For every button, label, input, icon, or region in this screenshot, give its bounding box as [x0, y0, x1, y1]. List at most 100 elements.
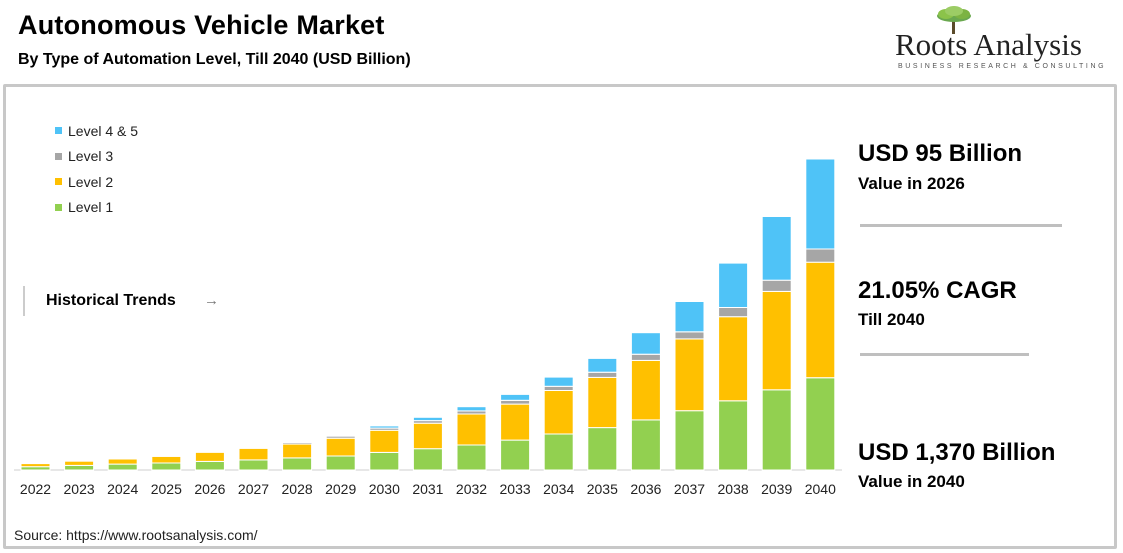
bar-segment-level-1-2032 [456, 444, 487, 471]
bar-segment-level-4-5-2035 [587, 357, 618, 373]
bar-segment-level-2-2040 [805, 261, 836, 379]
historical-trends-label: Historical Trends [46, 292, 176, 309]
bar-segment-level-3-2033 [500, 399, 531, 405]
bar-segment-level-2-2031 [412, 422, 443, 450]
brand-tagline: BUSINESS RESEARCH & CONSULTING [898, 63, 1107, 70]
bar-segment-level-2-2038 [718, 316, 749, 402]
bar-segment-level-2-2023 [64, 460, 95, 466]
bar-segment-level-2-2033 [500, 403, 531, 441]
x-tick-label: 2033 [500, 481, 531, 497]
bar-segment-level-1-2037 [674, 410, 705, 471]
legend-swatch [55, 203, 62, 211]
bar-segment-level-4-5-2038 [718, 262, 749, 309]
bar-segment-level-1-2033 [500, 439, 531, 471]
bar-segment-level-1-2026 [194, 460, 225, 471]
bar-segment-level-3-2034 [543, 385, 574, 391]
stat-caption-2026: Value in 2026 [858, 174, 965, 193]
bar-segment-level-2-2027 [238, 447, 269, 461]
page-subtitle: By Type of Automation Level, Till 2040 (… [18, 51, 411, 68]
x-tick-label: 2031 [412, 481, 443, 497]
stat-value-2026: USD 95 Billion [858, 140, 1023, 167]
legend-label: Level 4 & 5 [68, 122, 139, 139]
bar-segment-level-2-2025 [151, 455, 182, 464]
bar-segment-level-1-2036 [630, 419, 661, 471]
legend-swatch [55, 178, 62, 186]
bar-segment-level-4-5-2039 [761, 216, 792, 281]
bar-segment-level-1-2024 [107, 463, 138, 471]
bar-segment-level-4-5-2040 [805, 158, 836, 250]
bar-segment-level-1-2031 [412, 448, 443, 471]
bar-segment-level-3-2039 [761, 279, 792, 292]
bar-segment-level-3-2026 [194, 451, 225, 453]
x-tick-label: 2025 [151, 481, 182, 497]
legend-label: Level 2 [68, 173, 114, 190]
bar-segment-level-2-2030 [369, 429, 400, 453]
bar-segment-level-1-2038 [718, 400, 749, 471]
bar-segment-level-4-5-2034 [543, 376, 574, 387]
x-tick-label: 2038 [718, 481, 749, 497]
x-tick-label: 2022 [20, 481, 51, 497]
bar-segment-level-2-2036 [630, 359, 661, 421]
bar-segment-level-3-2038 [718, 307, 749, 318]
x-tick-label: 2024 [107, 481, 138, 497]
x-tick-label: 2034 [543, 481, 574, 497]
bar-segment-level-1-2039 [761, 389, 792, 471]
page-title: Autonomous Vehicle Market [18, 10, 385, 40]
bar-segment-level-1-2029 [325, 455, 356, 471]
arrow-right-icon: → [204, 292, 219, 309]
x-tick-label: 2035 [587, 481, 618, 497]
x-tick-label: 2037 [674, 481, 705, 497]
chart-frame [3, 84, 1117, 549]
bar-segment-level-2-2028 [282, 443, 313, 459]
x-tick-label: 2023 [64, 481, 95, 497]
bar-segment-level-1-2034 [543, 433, 574, 471]
bar-segment-level-1-2023 [64, 464, 95, 471]
bar-segment-level-3-2027 [238, 446, 269, 449]
tree-icon [937, 6, 971, 34]
bar-segment-level-3-2036 [630, 353, 661, 361]
bar-segment-level-3-2029 [325, 435, 356, 439]
legend-item-level-1: Level 1 [55, 195, 138, 221]
x-tick-label: 2028 [282, 481, 313, 497]
bar-segment-level-3-2028 [282, 442, 313, 445]
x-tick-label: 2032 [456, 481, 487, 497]
x-tick-label: 2026 [194, 481, 225, 497]
bar-segment-level-2-2024 [107, 458, 138, 465]
bar-segment-level-1-2025 [151, 462, 182, 471]
stat-caption-cagr: Till 2040 [858, 310, 925, 329]
legend-item-level-4-5: Level 4 & 5 [55, 118, 138, 144]
bar-segment-level-4-5-2030 [369, 425, 400, 429]
x-tick-label: 2036 [630, 481, 661, 497]
x-tick-label: 2029 [325, 481, 356, 497]
bar-segment-level-1-2028 [282, 457, 313, 471]
bar-segment-level-2-2034 [543, 390, 574, 435]
bar-segment-level-2-2026 [194, 451, 225, 462]
legend-item-level-2: Level 2 [55, 169, 138, 195]
stat-divider [860, 224, 1062, 227]
stat-divider [860, 353, 1029, 356]
legend-item-level-3: Level 3 [55, 144, 138, 170]
bar-segment-level-3-2035 [587, 371, 618, 378]
bar-segment-level-1-2027 [238, 459, 269, 471]
legend-swatch [55, 127, 62, 135]
bar-segment-level-3-2040 [805, 248, 836, 263]
bar-segment-level-2-2029 [325, 437, 356, 457]
bar-segment-level-1-2035 [587, 427, 618, 471]
x-tick-label: 2039 [761, 481, 792, 497]
brand-name: Roots Analysis [895, 27, 1082, 62]
bar-segment-level-2-2022 [20, 463, 51, 468]
bar-segment-level-4-5-2037 [674, 301, 705, 333]
x-tick-label: 2027 [238, 481, 269, 497]
x-tick-label: 2030 [369, 481, 400, 497]
legend-swatch [55, 152, 62, 160]
bar-segment-level-1-2040 [805, 377, 836, 471]
bar-segment-level-4-5-2036 [630, 332, 661, 355]
bar-segment-level-2-2037 [674, 338, 705, 412]
bar-segment-level-1-2030 [369, 451, 400, 471]
x-tick-label: 2040 [805, 481, 836, 497]
bar-segment-level-4-5-2032 [456, 406, 487, 412]
bar-segment-level-2-2032 [456, 413, 487, 446]
legend-label: Level 3 [68, 148, 114, 165]
bar-segment-level-2-2035 [587, 376, 618, 429]
legend-label: Level 1 [68, 199, 114, 216]
